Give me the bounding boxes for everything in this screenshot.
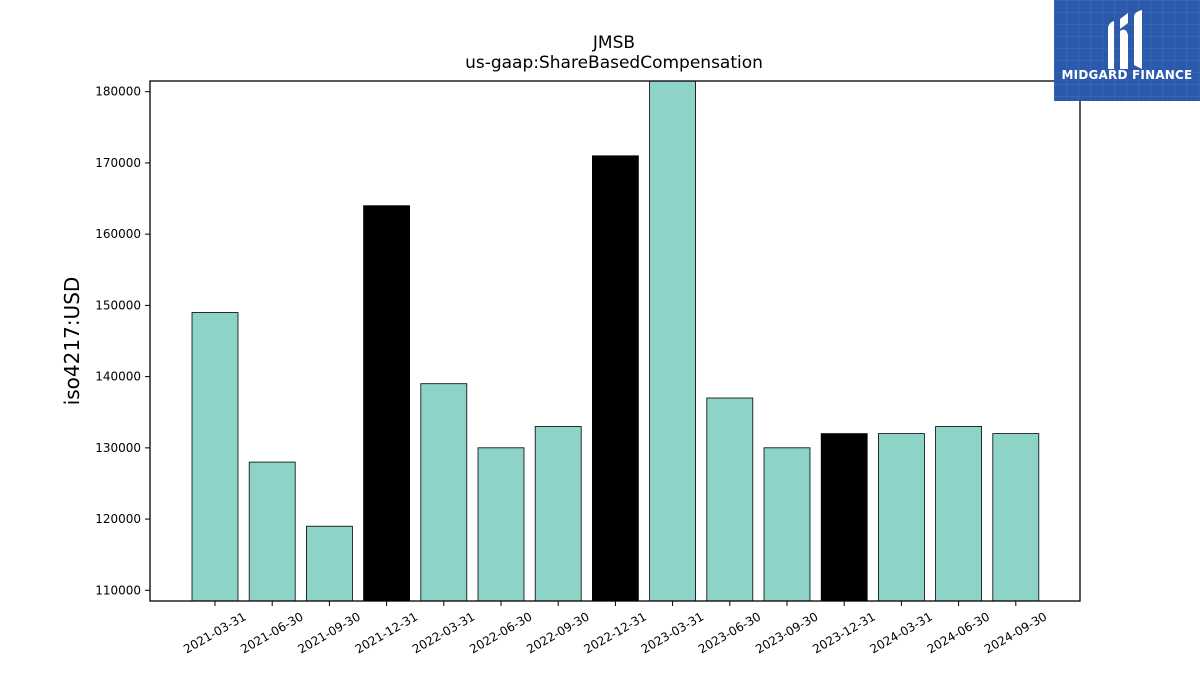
bar-2021-03-31 — [191, 312, 239, 602]
y-tick-label: 170000 — [95, 156, 141, 170]
x-tick-label: 2023-03-31 — [639, 609, 706, 656]
bar-2022-03-31 — [420, 383, 468, 602]
bars-layer — [191, 80, 1040, 602]
bar-2024-09-30 — [992, 433, 1040, 602]
x-tick-label: 2022-09-30 — [524, 609, 591, 656]
x-tick-label: 2021-12-31 — [353, 609, 420, 656]
y-tick-label: 130000 — [95, 441, 141, 455]
bar-2023-06-30 — [706, 397, 754, 602]
y-tick-label: 180000 — [95, 85, 141, 99]
bar-2021-12-31 — [363, 205, 411, 602]
bar-2021-09-30 — [305, 525, 353, 602]
bar-2022-06-30 — [477, 447, 525, 602]
x-tick-label: 2024-06-30 — [925, 609, 992, 656]
bar-2023-03-31 — [649, 80, 696, 602]
plot-frame — [149, 80, 1081, 602]
x-tick-label: 2023-12-31 — [810, 609, 877, 656]
bar-2024-03-31 — [878, 433, 925, 602]
chart-title: JMSB — [592, 33, 635, 53]
x-tick-label: 2024-03-31 — [867, 609, 934, 656]
y-tick-label: 110000 — [95, 583, 141, 597]
y-tick-label: 160000 — [95, 227, 141, 241]
x-tick-label: 2021-09-30 — [295, 609, 362, 656]
bar-2022-09-30 — [534, 426, 582, 602]
x-tick-label: 2022-12-31 — [581, 609, 648, 656]
bar-2024-06-30 — [935, 426, 982, 602]
bar-2021-06-30 — [248, 461, 296, 602]
midgard-m-logo-icon — [1108, 10, 1142, 70]
y-tick-label: 150000 — [95, 298, 141, 312]
y-axis: 110000 120000 130000 140000 150000 160000 1700… — [95, 85, 150, 597]
x-tick-label: 2021-06-30 — [238, 609, 305, 656]
x-tick-label: 2022-03-31 — [410, 609, 477, 656]
logo-text: MIDGARD FINANCE — [1061, 68, 1193, 82]
y-axis-label: iso4217:USD — [60, 277, 84, 406]
x-tick-label: 2022-06-30 — [467, 609, 534, 656]
x-axis: 2021-03-312021-06-302021-09-302021-12-31… — [181, 601, 1049, 656]
x-tick-label: 2021-03-31 — [181, 609, 248, 656]
x-tick-label: 2023-09-30 — [753, 609, 820, 656]
bar-2022-12-31 — [592, 155, 639, 602]
y-tick-label: 140000 — [95, 370, 141, 384]
y-tick-label: 120000 — [95, 512, 141, 526]
chart-subtitle: us-gaap:ShareBasedCompensation — [465, 53, 763, 73]
bar-2023-09-30 — [763, 447, 811, 602]
bar-2023-12-31 — [820, 433, 868, 602]
x-tick-label: 2023-06-30 — [696, 609, 763, 656]
midgard-finance-logo: MIDGARD FINANCE — [1054, 0, 1200, 101]
x-tick-label: 2024-09-30 — [982, 609, 1049, 656]
